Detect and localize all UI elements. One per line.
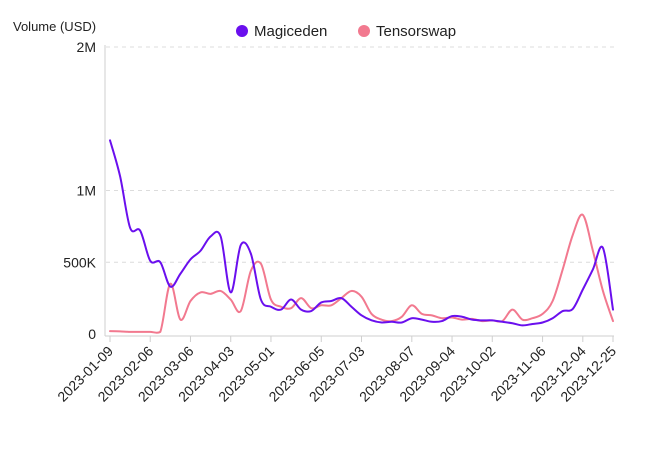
y-axis-ticks: 0 500K 1M 2M	[63, 39, 96, 342]
series-line-tensorswap	[109, 213, 614, 334]
x-axis-ticks: 2023-01-092023-02-062023-03-062023-04-03…	[54, 336, 619, 405]
y-tick-label-2m: 2M	[77, 39, 96, 55]
legend-label-tensorswap: Tensorswap	[376, 23, 456, 40]
series-lines	[109, 139, 614, 334]
legend-marker-tensorswap	[358, 25, 370, 37]
y-tick-label-1m: 1M	[77, 183, 96, 199]
y-axis-title: Volume (USD)	[13, 19, 96, 34]
legend-label-magiceden: Magiceden	[254, 23, 327, 40]
legend-marker-magiceden	[236, 25, 248, 37]
y-tick-label-0: 0	[88, 326, 96, 342]
series-line-magiceden	[109, 139, 614, 327]
gridlines	[106, 46, 614, 263]
legend: Magiceden Tensorswap	[236, 23, 456, 40]
y-tick-label-500k: 500K	[63, 254, 96, 270]
